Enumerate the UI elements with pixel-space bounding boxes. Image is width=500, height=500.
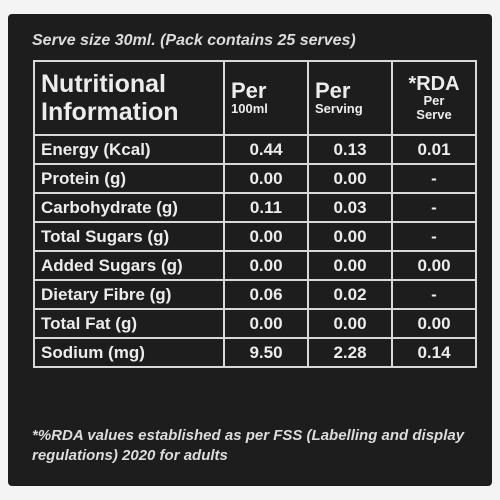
header-rda-sub1: Per — [423, 93, 445, 108]
rda-footnote: *%RDA values established as per FSS (Lab… — [32, 427, 465, 464]
nutrient-name: Total Sugars (g) — [33, 221, 225, 252]
rda-value: - — [391, 163, 477, 194]
rda-value: 0.00 — [391, 250, 477, 281]
rda-value: 0.00 — [391, 308, 477, 339]
table-row: Carbohydrate (g) 0.11 0.03- — [33, 192, 477, 223]
nutrient-name: Total Fat (g) — [33, 308, 225, 339]
nutrient-name: Energy (Kcal) — [33, 134, 225, 165]
header-per-100ml-sub: 100ml — [231, 101, 268, 116]
header-per-100ml-main: Per — [231, 78, 267, 103]
table-row: Total Sugars (g) 0.00 0.00- — [33, 221, 477, 252]
table-row: Energy (Kcal) 0.44 0.13 0.01 — [33, 134, 477, 165]
table-row: Protein (g) 0.00 0.00- — [33, 163, 477, 194]
table-header-row: Nutritional Information Per 100ml Per Se… — [33, 60, 477, 136]
header-per-serving-main: Per — [315, 78, 351, 103]
per-100ml-value: 0.00 — [223, 250, 309, 281]
rda-value: - — [391, 192, 477, 223]
nutrition-table: Nutritional Information Per 100ml Per Se… — [33, 60, 477, 368]
per-100ml-value: 0.11 — [223, 192, 309, 223]
rda-value: - — [391, 221, 477, 252]
header-per-100ml: Per 100ml — [223, 60, 309, 136]
per-serving-value: 2.28 — [307, 337, 393, 368]
header-rda: *RDA Per Serve — [391, 60, 477, 136]
table-row: Dietary Fibre (g) 0.06 0.02- — [33, 279, 477, 310]
header-nutrient: Nutritional Information — [33, 60, 225, 136]
per-serving-value: 0.03 — [307, 192, 393, 223]
per-serving-value: 0.00 — [307, 250, 393, 281]
table-row: Total Fat (g) 0.00 0.00 0.00 — [33, 308, 477, 339]
nutrition-label-panel: Serve size 30ml. (Pack contains 25 serve… — [8, 14, 492, 486]
table-row: Sodium (mg) 9.50 2.28 0.14 — [33, 337, 477, 368]
per-100ml-value: 0.00 — [223, 163, 309, 194]
per-100ml-value: 0.44 — [223, 134, 309, 165]
rda-value: 0.14 — [391, 337, 477, 368]
per-serving-value: 0.02 — [307, 279, 393, 310]
per-100ml-value: 0.06 — [223, 279, 309, 310]
nutrient-name: Sodium (mg) — [33, 337, 225, 368]
per-100ml-value: 0.00 — [223, 308, 309, 339]
serve-size-text: Serve size 30ml. (Pack contains 25 serve… — [32, 32, 356, 49]
header-per-serving-sub: Serving — [315, 101, 363, 116]
nutrient-name: Protein (g) — [33, 163, 225, 194]
per-100ml-value: 9.50 — [223, 337, 309, 368]
nutrient-name: Dietary Fibre (g) — [33, 279, 225, 310]
nutrient-name: Carbohydrate (g) — [33, 192, 225, 223]
rda-value: 0.01 — [391, 134, 477, 165]
header-rda-sub2: Serve — [416, 107, 452, 122]
nutrient-name: Added Sugars (g) — [33, 250, 225, 281]
per-serving-value: 0.00 — [307, 221, 393, 252]
header-per-serving: Per Serving — [307, 60, 393, 136]
per-100ml-value: 0.00 — [223, 221, 309, 252]
per-serving-value: 0.00 — [307, 163, 393, 194]
per-serving-value: 0.00 — [307, 308, 393, 339]
table-row: Added Sugars (g) 0.00 0.00 0.00 — [33, 250, 477, 281]
header-nutrient-label: Nutritional Information — [41, 70, 179, 126]
rda-value: - — [391, 279, 477, 310]
header-rda-main: *RDA — [408, 73, 460, 95]
per-serving-value: 0.13 — [307, 134, 393, 165]
